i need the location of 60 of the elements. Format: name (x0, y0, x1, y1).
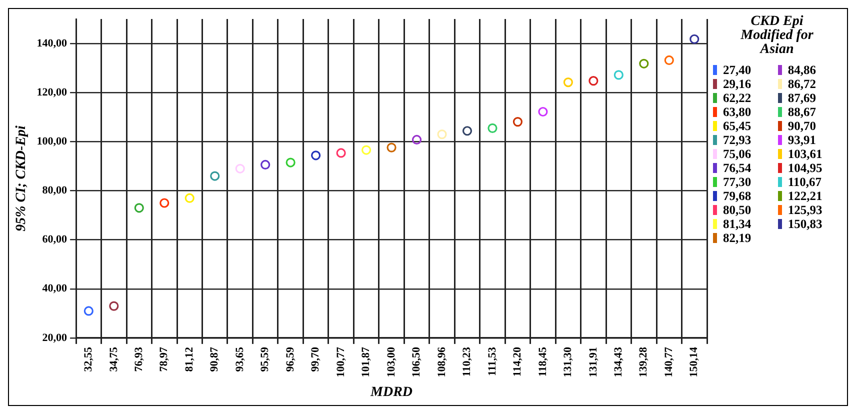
y-axis-title: 95% CI; CKD-Epi (14, 125, 30, 232)
legend-label: 87,69 (788, 91, 816, 105)
x-tick-label: 114,20 (512, 346, 524, 377)
x-tick-label: 78,97 (158, 346, 170, 372)
legend-label: 79,68 (723, 189, 752, 203)
y-tick-label: 120,00 (36, 86, 68, 98)
legend-label: 150,83 (788, 217, 822, 231)
legend-label: 80,50 (723, 203, 752, 217)
x-tick-label: 111,53 (486, 346, 498, 376)
x-tick-label: 108,96 (436, 346, 448, 378)
legend-label: 77,30 (723, 175, 752, 189)
legend-label: 75,06 (723, 147, 752, 161)
x-tick-label: 76,93 (132, 346, 145, 372)
legend-label: 29,16 (723, 77, 752, 91)
legend-label: 86,72 (788, 77, 816, 91)
x-tick-label: 93,65 (234, 346, 246, 372)
x-tick-label: 95,59 (259, 346, 272, 372)
x-tick-label: 106,50 (410, 346, 423, 378)
legend-label: 93,91 (788, 133, 816, 147)
x-tick-label: 134,43 (612, 346, 625, 378)
legend-label: 76,54 (723, 161, 752, 175)
x-tick-label: 150,14 (688, 346, 700, 378)
x-tick-label: 90,87 (208, 346, 221, 372)
legend-label: 122,21 (788, 189, 822, 203)
x-tick-label: 96,59 (284, 346, 296, 372)
legend-label: 110,67 (788, 175, 822, 189)
legend-label: 72,93 (723, 133, 752, 147)
legend-label: 81,34 (723, 217, 752, 231)
y-tick-label: 20,00 (42, 332, 68, 344)
legend-label: 90,70 (788, 119, 816, 133)
legend-label: 84,86 (788, 63, 816, 77)
y-tick-label: 60,00 (42, 234, 68, 246)
legend-label: 27,40 (723, 63, 752, 77)
x-tick-label: 32,55 (82, 346, 95, 372)
legend-label: 65,45 (723, 119, 752, 133)
y-tick-label: 40,00 (42, 282, 68, 295)
legend-label: 82,19 (723, 231, 752, 245)
x-axis-title: MDRD (370, 385, 413, 400)
legend-title: CKD Epi Modified for Asian (740, 14, 814, 57)
y-tick-label: 140,00 (36, 37, 68, 50)
y-tick-label: 100,00 (36, 136, 68, 148)
x-tick-label: 103,00 (385, 346, 398, 378)
legend-label: 125,93 (788, 203, 822, 217)
x-tick-label: 100,77 (334, 346, 347, 378)
x-tick-label: 139,28 (638, 346, 650, 378)
x-tick-label: 140,77 (662, 346, 675, 378)
legend-label: 88,67 (788, 105, 816, 119)
x-tick-label: 34,75 (108, 346, 120, 372)
legend-label: 62,22 (723, 91, 752, 105)
legend-label: 104,95 (788, 161, 822, 175)
x-tick-label: 118,45 (536, 346, 549, 377)
x-tick-label: 131,30 (562, 346, 574, 378)
x-tick-label: 131,91 (587, 346, 600, 378)
x-tick-label: 110,23 (461, 346, 474, 377)
x-tick-label: 81,12 (183, 346, 196, 372)
y-tick-label: 80,00 (42, 184, 68, 197)
legend-label: 63,80 (723, 105, 752, 119)
legend-label: 103,61 (788, 147, 822, 161)
x-tick-label: 99,70 (310, 346, 322, 372)
x-tick-label: 101,87 (360, 346, 372, 378)
